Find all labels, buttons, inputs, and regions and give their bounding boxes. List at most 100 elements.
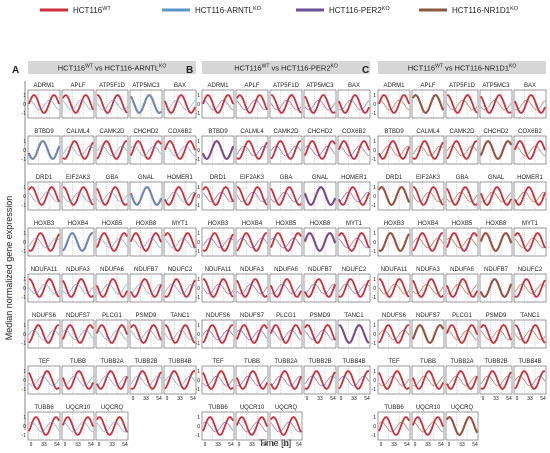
x-tick-label: 54 [296, 442, 302, 448]
series-line-ko [514, 237, 546, 249]
series-line-wt [378, 94, 410, 114]
y-tick-label: 0 [197, 102, 200, 108]
gene-title: ATP5F1D [273, 83, 300, 89]
gene-plot-HOXB5: HOXB5 [445, 221, 479, 257]
y-tick-label: 0 [23, 148, 26, 154]
series-line-wt [480, 324, 512, 344]
series-line-wt [96, 94, 128, 114]
x-tick-label: 9 [30, 442, 33, 448]
gene-title: BAX [348, 83, 360, 89]
x-tick-label: 33 [177, 396, 183, 402]
series-line-ko [130, 329, 162, 341]
gene-title: HOMER1 [517, 175, 543, 181]
series-line-wt [236, 232, 268, 252]
series-line-wt [378, 416, 410, 436]
series-line-ko [202, 421, 234, 433]
series-line-wt [304, 140, 336, 160]
gene-title: NDUFB7 [308, 267, 333, 273]
gene-plot-COX6B2: COX6B2 [513, 129, 547, 165]
series-line-wt [96, 416, 128, 436]
series-line-wt [514, 232, 546, 252]
series-line-ko [378, 421, 410, 433]
series-line-ko [130, 186, 162, 206]
series-line-wt [480, 370, 512, 390]
series-line-ko [96, 329, 128, 341]
gene-title: COX6B2 [168, 129, 192, 135]
gene-plot-GBA: GBA [269, 175, 303, 211]
gene-title: GNAL [138, 175, 155, 181]
y-tick-label: 1 [197, 369, 200, 375]
gene-title: PSMD9 [310, 313, 331, 319]
series-line-ko [480, 99, 512, 111]
y-tick-label: 0 [197, 240, 200, 246]
series-line-wt [62, 324, 94, 344]
gene-title: CALML4 [66, 129, 90, 135]
gene-title: ATP5MC3 [306, 83, 334, 89]
gene-plot-NDUFS6: NDUFS6 1 0 -1 [196, 313, 235, 349]
y-tick-label: -1 [372, 111, 377, 117]
series-line-wt [236, 324, 268, 344]
gene-plot-HOXB5: HOXB5 [269, 221, 303, 257]
series-line-ko [270, 329, 302, 341]
series-line-wt [164, 278, 196, 298]
gene-title: UQCR10 [240, 405, 265, 411]
series-line-ko [378, 99, 410, 111]
series-line-ko [378, 375, 410, 387]
gene-plot-COX6B2: COX6B2 [163, 129, 197, 165]
gene-plot-GBA: GBA [95, 175, 129, 211]
gene-title: HOXB3 [384, 221, 405, 227]
legend: HCT116WT HCT116-ARNTLKO HCT116-PER2KO HCT11… [40, 6, 519, 15]
series-line-wt [304, 370, 336, 390]
gene-title: BTBD9 [34, 129, 54, 135]
gene-title: PSMD9 [486, 313, 507, 319]
gene-plot-GNAL: GNAL [129, 175, 163, 211]
y-tick-label: 1 [23, 231, 26, 237]
series-line-ko [96, 99, 128, 111]
gene-plot-TEF: TEF 1 0 -1 [22, 359, 61, 395]
y-tick-label: 0 [197, 332, 200, 338]
series-line-wt [28, 324, 60, 344]
gene-plot-TUBB2B: TUBB2B 9 33 54 [303, 359, 337, 402]
gene-plot-TUBB: TUBB [61, 359, 95, 395]
gene-title: GBA [106, 175, 119, 181]
gene-title: PLCG1 [452, 313, 472, 319]
gene-plot-TUBB2A: TUBB2A [95, 359, 129, 395]
gene-plot-BTBD9: BTBD9 1 0 -1 [372, 129, 411, 165]
y-tick-label: -1 [196, 433, 201, 439]
gene-title: GNAL [488, 175, 505, 181]
series-line-wt [62, 140, 94, 160]
gene-title: CHCHD2 [133, 129, 159, 135]
series-line-wt [96, 186, 128, 206]
gene-plot-NDUFB7: NDUFB7 [303, 267, 337, 303]
panel-C: C HCT116WT vs HCT116-NR1D1KO ADRM1 1 0 -1 APLF… [362, 61, 547, 448]
gene-plot-EIF2AK3: EIF2AK3 [411, 175, 445, 211]
series-line-ko [202, 140, 234, 160]
series-line-wt [446, 232, 478, 252]
y-tick-label: 1 [23, 139, 26, 145]
y-tick-label: 1 [197, 231, 200, 237]
y-tick-label: 0 [373, 102, 376, 108]
gene-title: NDUFC2 [342, 267, 367, 273]
series-line-wt [270, 416, 302, 436]
series-line-ko [378, 329, 410, 341]
gene-title: MYT1 [522, 221, 539, 227]
gene-title: HOXB5 [276, 221, 297, 227]
series-line-ko [338, 283, 370, 295]
gene-plot-NDUFS6: NDUFS6 1 0 -1 [372, 313, 411, 349]
gene-plot-CAMK2D: CAMK2D [95, 129, 129, 165]
gene-plot-MYT1: MYT1 [337, 221, 371, 257]
gene-plot-NDUFA11: NDUFA11 1 0 -1 [22, 267, 61, 303]
series-line-wt [338, 94, 370, 114]
gene-title: EIF2AK3 [416, 175, 441, 181]
series-line-wt [412, 140, 444, 160]
gene-plot-PSMD9: PSMD9 [479, 313, 513, 349]
gene-plot-ATP5F1D: ATP5F1D [445, 83, 479, 119]
series-line-wt [514, 140, 546, 160]
legend-entry: HCT116WT [40, 6, 111, 15]
x-tick-label: 33 [317, 396, 323, 402]
y-tick-label: -1 [196, 157, 201, 163]
gene-plot-TANC1: TANC1 [163, 313, 197, 349]
x-tick-label: 33 [493, 396, 499, 402]
y-tick-label: 1 [23, 277, 26, 283]
gene-plot-UQCRQ: UQCRQ 9 33 54 [269, 405, 303, 448]
